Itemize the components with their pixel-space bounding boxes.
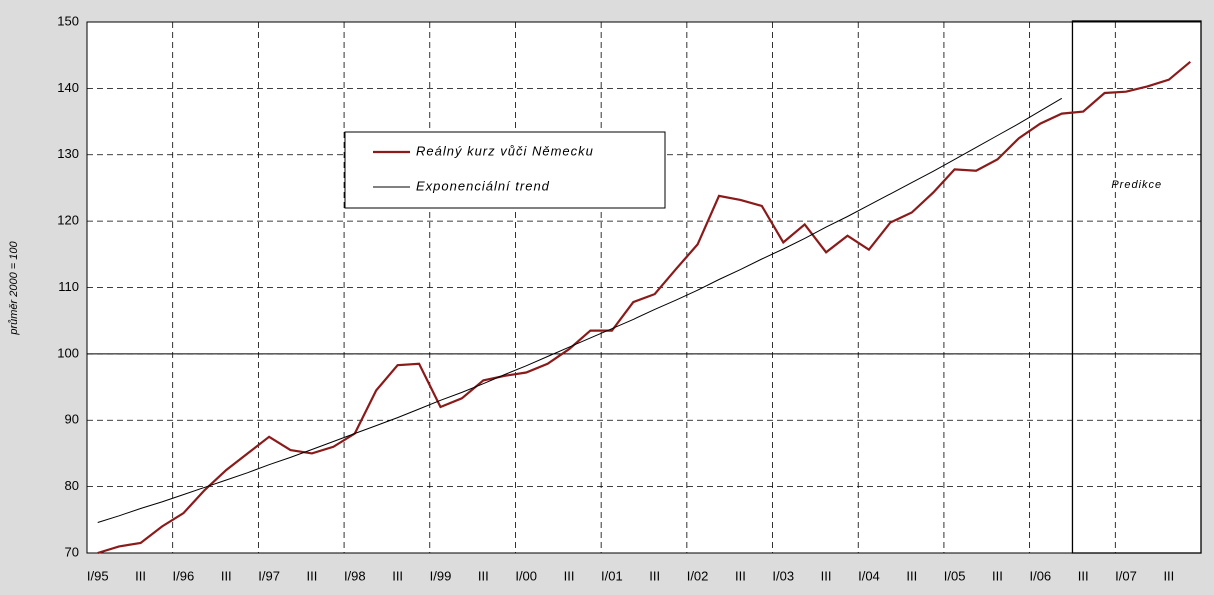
x-tick-label: I/04 [858, 568, 880, 583]
legend-label: Exponenciální trend [416, 178, 550, 193]
x-tick-label: I/97 [258, 568, 280, 583]
y-tick-label: 110 [58, 279, 79, 294]
x-tick-label: III [307, 568, 318, 583]
y-tick-label: 100 [57, 345, 79, 360]
y-tick-label: 150 [57, 13, 79, 28]
plot-area [86, 21, 1202, 554]
x-tick-label: I/05 [944, 568, 966, 583]
x-tick-label: III [478, 568, 489, 583]
x-tick-label: I/99 [430, 568, 452, 583]
x-tick-label: III [1163, 568, 1174, 583]
x-tick-label: III [135, 568, 146, 583]
series-line [97, 97, 1063, 523]
x-tick-label: I/96 [173, 568, 195, 583]
x-tick-label: I/01 [601, 568, 623, 583]
x-tick-label: III [1078, 568, 1089, 583]
x-tick-label: III [221, 568, 232, 583]
y-tick-label: 90 [65, 412, 79, 427]
y-axis-label: průměr 2000 = 100 [8, 240, 20, 335]
x-tick-label: III [992, 568, 1003, 583]
x-tick-label: III [906, 568, 917, 583]
x-tick-label: I/07 [1115, 568, 1137, 583]
x-tick-label: I/02 [687, 568, 709, 583]
y-tick-label: 130 [57, 146, 79, 161]
legend [344, 131, 666, 209]
y-tick-label: 70 [65, 544, 79, 559]
x-tick-label: I/06 [1029, 568, 1051, 583]
x-tick-label: I/00 [515, 568, 537, 583]
x-tick-label: I/95 [87, 568, 109, 583]
y-tick-label: 120 [57, 213, 79, 228]
y-tick-label: 140 [57, 80, 79, 95]
legend-label: Reálný kurz vůči Německu [416, 143, 594, 158]
x-tick-label: III [392, 568, 403, 583]
x-tick-label: III [821, 568, 832, 583]
prediction-box [1071, 20, 1202, 554]
x-tick-label: III [649, 568, 660, 583]
annotation: Predikce [1111, 179, 1162, 191]
series-line [97, 60, 1192, 555]
x-tick-label: III [735, 568, 746, 583]
y-tick-label: 80 [65, 478, 79, 493]
x-tick-label: I/03 [772, 568, 794, 583]
x-tick-label: III [564, 568, 575, 583]
x-tick-label: I/98 [344, 568, 366, 583]
